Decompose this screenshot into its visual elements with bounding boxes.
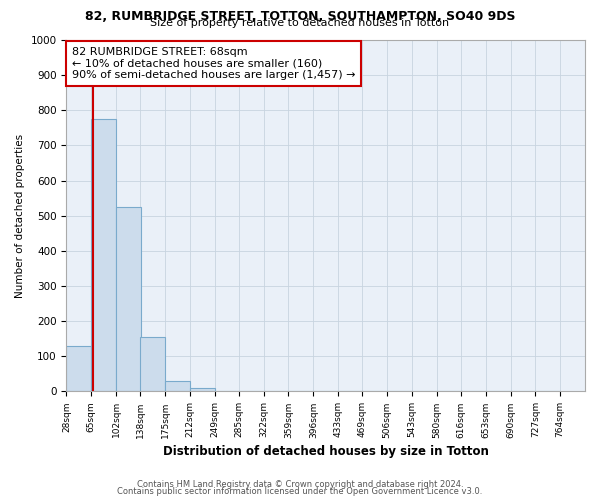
Text: 82, RUMBRIDGE STREET, TOTTON, SOUTHAMPTON, SO40 9DS: 82, RUMBRIDGE STREET, TOTTON, SOUTHAMPTO… xyxy=(85,10,515,23)
Bar xyxy=(67,346,91,392)
Text: 82 RUMBRIDGE STREET: 68sqm
← 10% of detached houses are smaller (160)
90% of sem: 82 RUMBRIDGE STREET: 68sqm ← 10% of deta… xyxy=(71,47,355,80)
Bar xyxy=(190,388,215,392)
Text: Contains public sector information licensed under the Open Government Licence v3: Contains public sector information licen… xyxy=(118,487,482,496)
Text: Size of property relative to detached houses in Totton: Size of property relative to detached ho… xyxy=(151,18,449,28)
Bar xyxy=(165,381,190,392)
Bar xyxy=(140,337,165,392)
Bar xyxy=(116,207,141,392)
Y-axis label: Number of detached properties: Number of detached properties xyxy=(15,134,25,298)
X-axis label: Distribution of detached houses by size in Totton: Distribution of detached houses by size … xyxy=(163,444,488,458)
Text: Contains HM Land Registry data © Crown copyright and database right 2024.: Contains HM Land Registry data © Crown c… xyxy=(137,480,463,489)
Bar xyxy=(91,119,116,392)
